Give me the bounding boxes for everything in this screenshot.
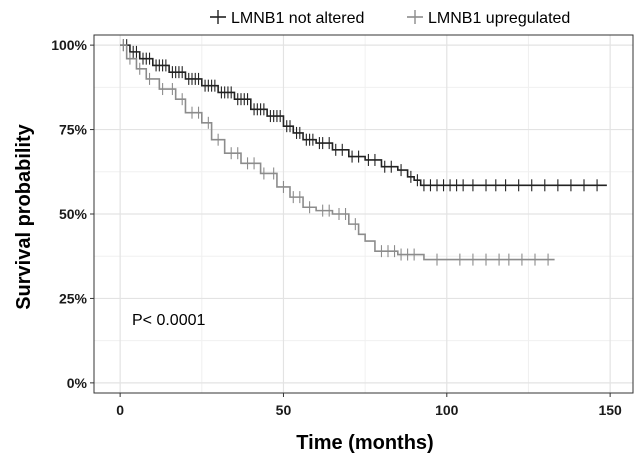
legend: LMNB1 not altered LMNB1 upregulated — [210, 10, 570, 27]
y-tick-label-0: 0% — [67, 375, 88, 391]
y-tick-label-3: 75% — [59, 122, 88, 138]
x-axis: 0 50 100 150 — [116, 393, 622, 418]
y-tick-label-4: 100% — [51, 37, 87, 53]
grid-lines — [93, 34, 634, 394]
x-tick-label-1: 50 — [276, 402, 292, 418]
x-tick-label-2: 100 — [435, 402, 459, 418]
series-0-step-line — [120, 44, 607, 187]
x-tick-label-0: 0 — [116, 402, 124, 418]
y-axis: 0% 25% 50% 75% 100% — [51, 37, 94, 391]
y-tick-label-1: 25% — [59, 290, 88, 306]
y-tick-label-2: 50% — [59, 206, 88, 222]
survival-curves — [120, 39, 607, 266]
legend-label-0: LMNB1 not altered — [231, 10, 364, 27]
y-axis-title: Survival probability — [13, 123, 35, 309]
series-0 — [120, 39, 607, 192]
series-1 — [120, 39, 555, 266]
x-axis-title: Time (months) — [296, 432, 433, 454]
x-tick-label-3: 150 — [598, 402, 622, 418]
p-value-annotation: P< 0.0001 — [132, 312, 206, 329]
legend-label-1: LMNB1 upregulated — [428, 10, 570, 27]
